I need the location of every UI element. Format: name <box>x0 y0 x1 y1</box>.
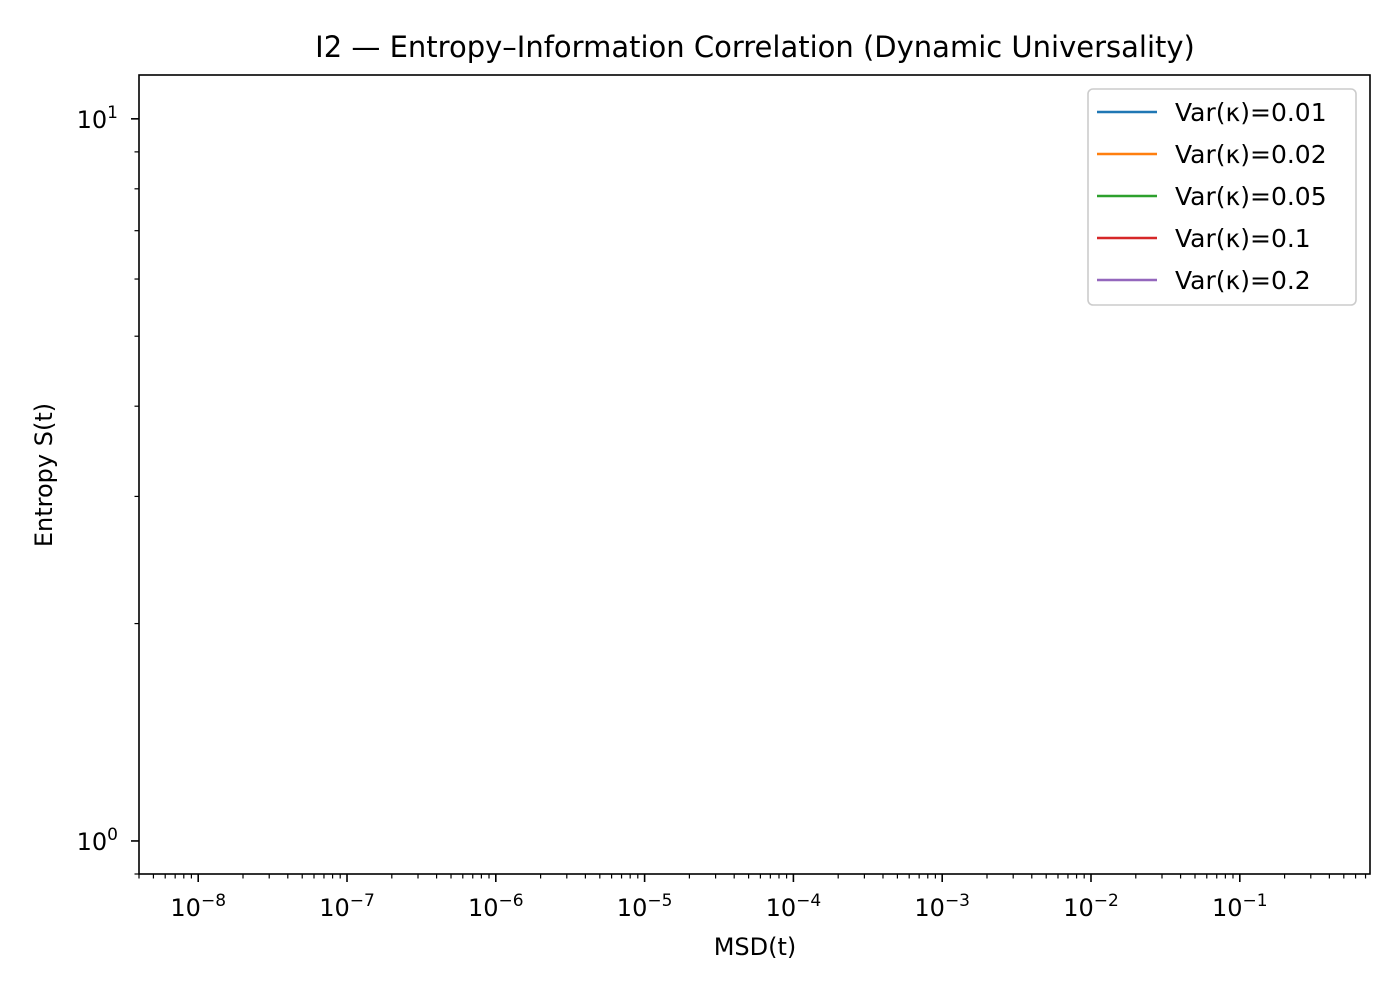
x-tick-label: 10−3 <box>914 891 970 922</box>
legend: Var(κ)=0.01 Var(κ)=0.02 Var(κ)=0.05 Var(κ)=… <box>1087 88 1357 306</box>
legend-label: Var(κ)=0.1 <box>1175 224 1311 253</box>
x-tick-label: 10−5 <box>617 891 673 922</box>
legend-label: Var(κ)=0.05 <box>1175 182 1327 211</box>
x-tick-label: 10−8 <box>170 891 226 922</box>
x-tick-label: 10−6 <box>468 891 524 922</box>
x-tick-label: 10−4 <box>766 891 822 922</box>
y-axis-title: Entropy S(t) <box>30 403 58 547</box>
y-tick-label: 100 <box>77 825 118 856</box>
x-tick-label: 10−7 <box>319 891 375 922</box>
y-tick-label: 101 <box>77 103 118 134</box>
chart-title: I2 — Entropy–Information Correlation (Dy… <box>315 30 1195 64</box>
plot-frame <box>138 74 1371 875</box>
legend-label: Var(κ)=0.02 <box>1175 140 1327 169</box>
x-axis-title: MSD(t) <box>714 933 797 961</box>
legend-frame <box>1087 88 1357 306</box>
x-axis-ticks: 10−8 10−7 10−6 10−5 10−4 10−3 10−2 10−1 <box>138 874 1367 922</box>
legend-label: Var(κ)=0.01 <box>1175 98 1327 127</box>
legend-label: Var(κ)=0.2 <box>1175 266 1311 295</box>
x-tick-label: 10−2 <box>1063 891 1119 922</box>
x-tick-label: 10−1 <box>1212 891 1268 922</box>
